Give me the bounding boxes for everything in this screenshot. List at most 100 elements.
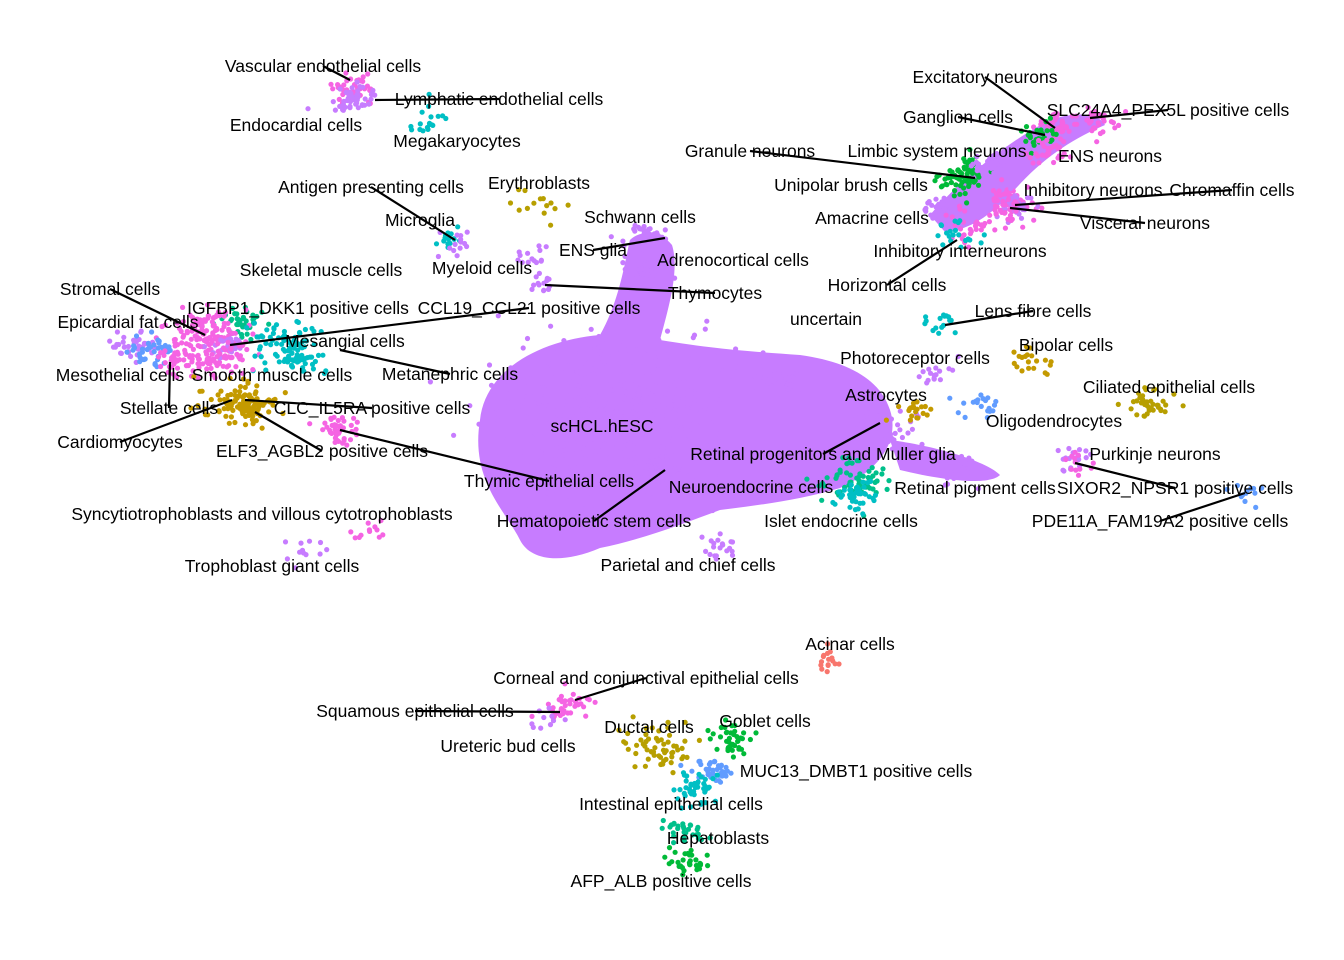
cell-point [975, 486, 982, 492]
cell-point [581, 417, 587, 423]
cell-point [303, 338, 309, 344]
cell-point [851, 426, 857, 432]
cell-point [582, 361, 589, 367]
cell-point [559, 369, 565, 375]
cell-point [244, 400, 250, 406]
cell-point [678, 863, 684, 869]
cell-point [741, 751, 747, 757]
cell-point [1011, 360, 1017, 366]
cell-point [694, 781, 700, 787]
cell-point [221, 406, 227, 412]
cell-point [538, 257, 545, 263]
cell-point [205, 336, 211, 342]
cluster-label: AFP_ALB positive cells [571, 871, 752, 892]
cell-point [905, 444, 912, 450]
cell-point [650, 382, 656, 388]
cell-point [926, 199, 932, 205]
cell-point [552, 206, 558, 212]
cell-point [655, 410, 661, 416]
cell-point [515, 257, 521, 263]
cell-point [942, 313, 948, 319]
cell-point [195, 403, 201, 409]
cell-point [570, 691, 576, 697]
cell-point [1083, 455, 1089, 461]
cluster-label: Goblet cells [719, 711, 811, 731]
cell-point [1252, 490, 1258, 496]
cell-point [598, 405, 604, 411]
cell-point [662, 854, 668, 860]
cell-point [710, 414, 716, 420]
cluster-label: CLC_IL5RA positive cells [274, 398, 471, 419]
cell-point [564, 442, 571, 448]
cell-point [272, 396, 278, 402]
cell-point [609, 456, 615, 462]
cell-point [789, 383, 795, 389]
cell-point [638, 309, 645, 316]
cell-point [706, 761, 713, 768]
cell-point [633, 449, 639, 455]
cell-point [208, 365, 214, 371]
cell-point [623, 413, 629, 420]
cell-point [860, 414, 866, 420]
cell-point [107, 338, 113, 344]
cell-point [513, 432, 519, 438]
cell-point [704, 852, 710, 858]
cell-point [493, 406, 499, 412]
cell-point [623, 389, 629, 395]
cell-point [584, 355, 591, 361]
cluster-label: Chromaffin cells [1169, 180, 1294, 200]
cell-point [975, 172, 981, 178]
cell-point [654, 391, 661, 397]
cell-point [640, 741, 646, 747]
leader-line [370, 186, 456, 241]
cell-point [718, 724, 724, 731]
cell-point [730, 458, 736, 464]
cell-point [158, 363, 164, 370]
cell-point [335, 417, 341, 424]
cell-point [464, 243, 470, 250]
cell-point [560, 382, 567, 388]
cell-point [592, 345, 598, 352]
cell-point [985, 158, 991, 164]
cell-point [677, 787, 683, 793]
cell-point [934, 174, 940, 180]
cell-point [992, 207, 998, 213]
cell-point [595, 444, 601, 450]
cell-point [263, 367, 269, 373]
cell-point [348, 422, 354, 428]
cell-point [680, 754, 686, 760]
cell-point [220, 363, 226, 369]
cell-point [348, 90, 354, 96]
cell-point [696, 449, 702, 455]
cell-point [842, 449, 848, 455]
cell-point [341, 418, 347, 424]
cell-point [656, 427, 662, 433]
cell-point [222, 347, 229, 353]
cell-point [574, 435, 580, 441]
cell-point [149, 329, 155, 335]
cell-point [244, 346, 250, 353]
cell-point [259, 309, 265, 315]
cell-point [666, 732, 673, 738]
cell-point [592, 507, 598, 513]
cell-point [223, 413, 229, 419]
cell-point [625, 419, 631, 425]
cell-point [435, 113, 441, 119]
cell-point [254, 334, 260, 340]
cell-point [575, 383, 582, 389]
cell-point [504, 391, 510, 397]
cell-point [562, 681, 568, 687]
cell-point [112, 344, 118, 350]
cell-point [295, 319, 301, 325]
cell-point [188, 343, 194, 349]
cell-point [821, 483, 828, 489]
cell-point [682, 423, 689, 429]
cell-point [1130, 399, 1137, 405]
cell-point [598, 472, 604, 478]
cell-point [225, 339, 231, 345]
cluster-label: Amacrine cells [815, 208, 929, 228]
cell-point [162, 348, 168, 354]
cluster-label: Ganglion cells [903, 107, 1013, 127]
cell-point [662, 462, 669, 468]
cell-point [567, 427, 573, 433]
